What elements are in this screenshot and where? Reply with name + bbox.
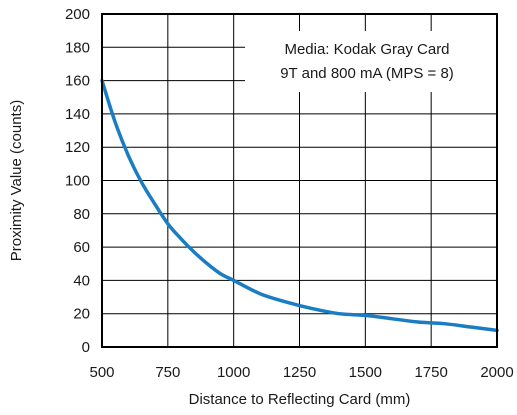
y-tick-labels: 0 20 40 60 80 100 120 140 160 180 200	[65, 6, 90, 356]
annotation-line-2: 9T and 800 mA (MPS = 8)	[280, 65, 454, 82]
series-line	[100, 78, 499, 333]
x-tick-label: 750	[155, 364, 180, 381]
y-tick-label: 40	[73, 272, 90, 289]
y-tick-label: 200	[65, 6, 90, 23]
y-tick-label: 0	[82, 339, 90, 356]
y-tick-label: 180	[65, 39, 90, 56]
annotation-box: Media: Kodak Gray Card 9T and 800 mA (MP…	[245, 31, 497, 92]
x-tick-labels: 500 750 1000 1250 1500 1750 2000	[89, 364, 513, 381]
y-axis-title: Proximity Value (counts)	[8, 100, 25, 261]
y-tick-label: 60	[73, 239, 90, 256]
y-tick-label: 120	[65, 139, 90, 156]
y-tick-label: 160	[65, 73, 90, 90]
x-axis-title: Distance to Reflecting Card (mm)	[189, 391, 411, 408]
x-tick-label: 1000	[217, 364, 250, 381]
y-tick-label: 20	[73, 306, 90, 323]
y-tick-label: 80	[73, 206, 90, 223]
annotation-background	[245, 31, 497, 92]
y-tick-label: 140	[65, 106, 90, 123]
annotation-line-1: Media: Kodak Gray Card	[284, 41, 449, 58]
y-tick-label: 100	[65, 173, 90, 190]
plot-frame	[101, 13, 498, 348]
x-tick-label: 2000	[480, 364, 513, 381]
x-tick-label: 1250	[283, 364, 316, 381]
x-tick-label: 1750	[414, 364, 447, 381]
x-tick-label: 500	[89, 364, 114, 381]
series-layer	[100, 78, 499, 333]
x-tick-label: 1500	[349, 364, 382, 381]
